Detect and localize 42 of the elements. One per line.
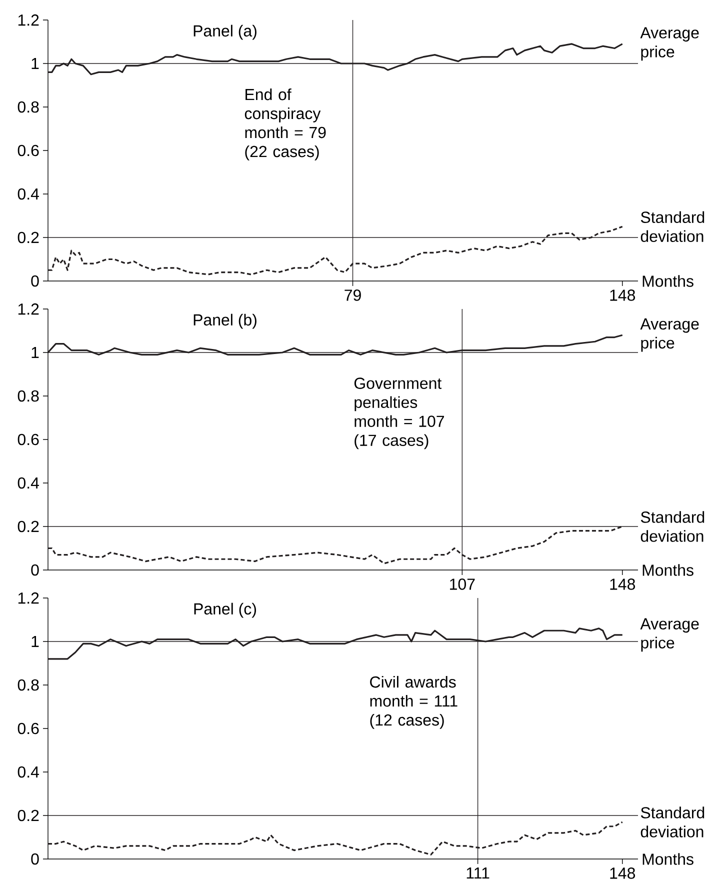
y-tick-label: 0 (31, 564, 39, 576)
y-tick-label: 1.2 (18, 303, 39, 315)
ref-line-label: Civil awards month = 111 (12 cases) (370, 676, 458, 729)
x-tick-label: 148 (610, 290, 636, 301)
chart-title: Panel (a) (194, 24, 256, 40)
y-tick-label: 1 (32, 636, 39, 647)
x-tick-label: 148 (610, 868, 636, 879)
ref-line-label: Government penalties month = 107 (17 cases) (354, 378, 444, 450)
y-tick-label: 0 (31, 853, 39, 865)
y-tick-label: 0.2 (18, 232, 39, 244)
y-tick-label: 0.2 (18, 520, 39, 532)
x-tick-label: 111 (466, 868, 490, 879)
x-tick-label: 107 (450, 578, 475, 590)
x-tick-label: 79 (344, 290, 361, 301)
y-tick-label: 0.6 (18, 144, 39, 156)
y-tick-label: 0.8 (18, 101, 39, 113)
x-axis-title: Months (642, 853, 694, 865)
ref-line-label: End of conspiracy month = 79 (22 cases) (244, 88, 326, 160)
series-label: Average price (640, 618, 699, 652)
y-tick-label: 0 (31, 275, 39, 287)
y-tick-label: 0.8 (18, 390, 39, 402)
y-tick-label: 1.2 (18, 14, 39, 26)
chart-title: Panel (b) (194, 314, 256, 329)
y-tick-label: 0.4 (18, 766, 39, 778)
series-label: Standard deviation (640, 211, 704, 242)
series-label: Average price (640, 318, 699, 352)
y-tick-label: 1.2 (18, 592, 39, 604)
y-tick-label: 0.2 (18, 810, 39, 822)
series-label: Average price (640, 27, 699, 61)
x-axis-title: Months (642, 564, 694, 576)
x-axis-title: Months (642, 275, 694, 287)
y-tick-label: 0.8 (18, 679, 39, 691)
series-label: Standard deviation (640, 806, 704, 838)
y-tick-label: 1 (32, 58, 39, 69)
series-label: Standard deviation (640, 511, 704, 542)
y-tick-label: 0.6 (18, 722, 39, 734)
y-tick-label: 0.4 (18, 188, 39, 200)
y-tick-label: 0.4 (18, 477, 39, 489)
y-tick-label: 0.6 (18, 434, 39, 446)
x-tick-label: 148 (610, 578, 636, 590)
y-tick-label: 1 (32, 346, 39, 358)
chart-title: Panel (c) (194, 602, 256, 618)
